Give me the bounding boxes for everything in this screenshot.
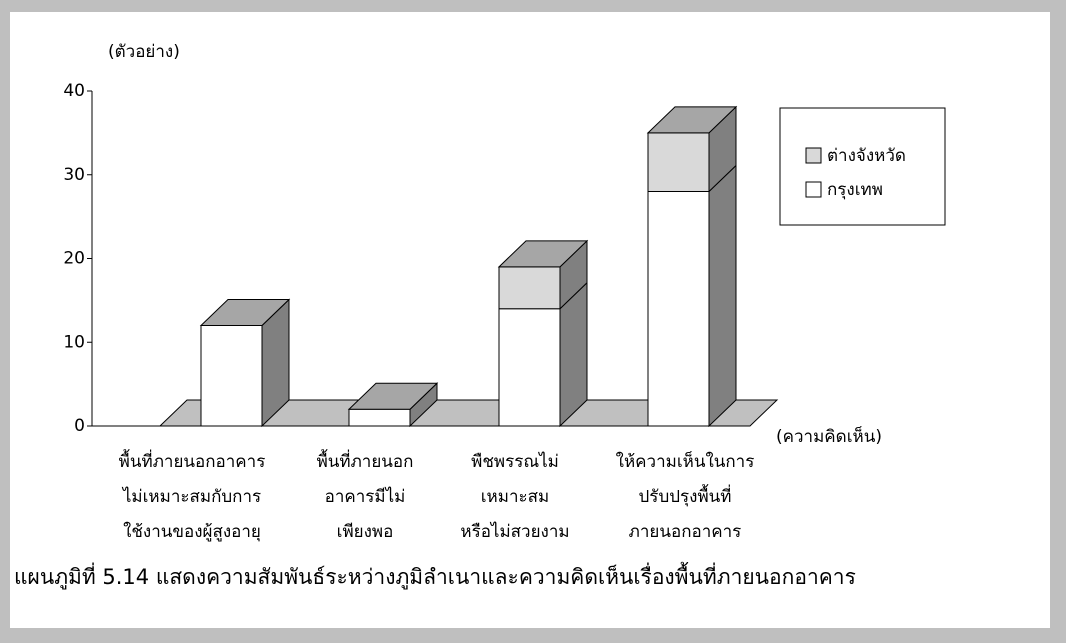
- x-tick-label: พื้นที่ภายนอก: [317, 449, 414, 472]
- caption: แผนภูมิที่ 5.14 แสดงความสัมพันธ์ระหว่างภ…: [14, 562, 856, 590]
- bar-top: [646, 106, 738, 134]
- x-tick-label: เพียงพอ: [337, 522, 394, 542]
- bar-side: [708, 164, 737, 428]
- x-tick-label: พืชพรรณไม่: [471, 451, 559, 472]
- bar-segment: [348, 408, 411, 427]
- x-tick-label: ภายนอกอาคาร: [629, 522, 742, 542]
- x-tick-label: ปรับปรุงพื้นที่: [639, 484, 732, 507]
- bar-segment: [647, 191, 710, 427]
- x-tick-label: ใช้งานของผู้สูงอายุ: [123, 521, 261, 542]
- bar-segment: [200, 325, 263, 427]
- legend-label: กรุงเทพ: [827, 180, 883, 200]
- x-tick-label: เหมาะสม: [481, 487, 549, 507]
- bar-top: [199, 299, 291, 326]
- legend-label: ต่างจังหวัด: [827, 146, 906, 166]
- legend-box: [779, 107, 946, 226]
- legend-swatch: [805, 147, 822, 164]
- y-tick-label: 40: [63, 81, 85, 101]
- y-tick-label: 30: [63, 165, 85, 185]
- bar-top: [347, 382, 439, 410]
- bar-top: [497, 240, 589, 268]
- x-tick-label: ให้ความเห็นในการ: [616, 450, 755, 472]
- y-axis-label: (ตัวอย่าง): [108, 42, 180, 62]
- y-tick-label: 0: [74, 416, 85, 436]
- x-axis-label: (ความคิดเห็น): [776, 425, 882, 447]
- x-tick-label: อาคารมีไม่: [325, 486, 406, 507]
- legend-swatch: [805, 181, 822, 198]
- x-tick-label: ไม่เหมาะสมกับการ: [121, 486, 261, 507]
- y-tick-label: 20: [63, 249, 85, 269]
- x-tick-label: หรือไม่สวยงาม: [460, 521, 569, 542]
- x-tick-label: พื้นที่ภายนอกอาคาร: [119, 449, 266, 472]
- bar-segment: [647, 132, 710, 192]
- bar-segment: [498, 308, 561, 427]
- y-tick-label: 10: [63, 332, 85, 352]
- bar-segment: [498, 266, 561, 310]
